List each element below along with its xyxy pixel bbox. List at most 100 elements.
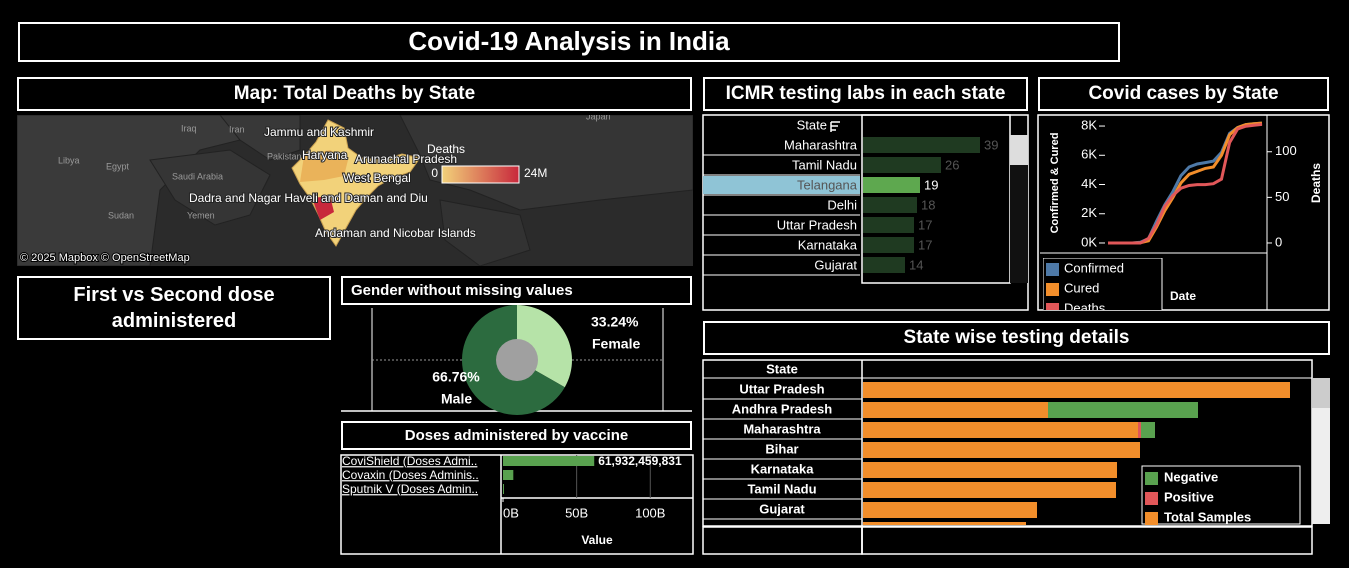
y-tick-label: 8K: [1081, 117, 1097, 132]
value-label: 17: [918, 237, 932, 252]
x-axis-title: Date: [1170, 289, 1196, 303]
slice-label: Male: [441, 391, 472, 407]
state-label: West Bengal: [343, 171, 411, 185]
map-legend-gradient: [441, 165, 520, 184]
bar-segment: [863, 482, 1116, 498]
bar-segment: [1138, 422, 1141, 438]
bar: [863, 137, 980, 153]
legend-swatch: [1046, 283, 1059, 296]
value-label: 18: [921, 197, 935, 212]
scrollbar: [1010, 135, 1028, 283]
row-label: Karnataka: [798, 237, 858, 252]
x-tick-label: 100B: [635, 505, 665, 520]
row-label: Maharashtra: [743, 421, 821, 436]
bar-segment: [863, 502, 1037, 518]
bar-segment: [863, 422, 1138, 438]
row-label: Karnataka: [751, 461, 815, 476]
legend-label: Deaths: [1064, 300, 1106, 315]
country-label: Iraq: [181, 123, 197, 133]
legend-swatch: [1046, 263, 1059, 276]
panel-border: [340, 454, 694, 555]
legend-label: Total Samples: [1164, 509, 1251, 524]
state-label: Jammu and Kashmir: [264, 125, 374, 139]
y2-axis-title: Deaths: [1309, 163, 1323, 203]
y-tick-label: 6K: [1081, 147, 1097, 162]
row-label: Gujarat: [814, 257, 857, 272]
slice-label: Female: [592, 336, 640, 352]
map: Japan Iraq Iran Jammu and Kashmir Pakistan Ha…: [17, 115, 693, 266]
map-legend-max: 24M: [524, 166, 547, 180]
series-line: [1108, 122, 1263, 245]
donut-hole: [496, 339, 538, 381]
x-tick-label: 0B: [503, 505, 519, 520]
y-tick-label: 2K: [1081, 205, 1097, 220]
value-label: 33.24%: [591, 314, 639, 330]
legend-swatch: [1145, 512, 1158, 525]
row-label: Sputnik V (Doses Admin..: [342, 482, 478, 496]
scrollbar-thumb: [1312, 378, 1330, 408]
country-label: Pakistan: [267, 151, 302, 161]
map-title: Map: Total Deaths by State: [17, 77, 692, 111]
bar: [503, 456, 595, 466]
column-header: State: [797, 117, 827, 132]
legend-label: Positive: [1164, 489, 1214, 504]
map-land: [219, 115, 301, 161]
legend-swatch: [1046, 303, 1059, 310]
bar-segment: [863, 522, 1026, 525]
column-header: State: [766, 361, 798, 376]
selected-row: [703, 176, 860, 194]
row-label: Covaxin (Doses Adminis..: [342, 468, 479, 482]
country-label: Yemen: [187, 210, 215, 220]
value-label: 61,932,459,831: [598, 454, 682, 468]
map-attribution: © 2025 Mapbox © OpenStreetMap: [20, 252, 190, 264]
bar: [863, 177, 920, 193]
row-label: Uttar Pradesh: [777, 217, 857, 232]
state-label: Dadra and Nagar Haveli and Daman and Diu: [189, 191, 428, 205]
legend-label: Cured: [1064, 280, 1099, 295]
india-region: [300, 150, 348, 182]
bar-segment: [863, 462, 1117, 478]
sort-icon: [830, 121, 840, 132]
row-label: Tamil Nadu: [792, 157, 857, 172]
bar: [503, 470, 514, 480]
row-label: Telangana: [797, 177, 858, 192]
bar-segment: [863, 402, 1048, 418]
country-label: Iran: [229, 124, 245, 134]
scrollbar: [1312, 378, 1330, 524]
panel-border: [1037, 114, 1330, 311]
vaccine-title: Doses administered by vaccine: [341, 421, 692, 450]
series-line: [1108, 121, 1263, 245]
bar: [503, 484, 504, 494]
row-label: Bihar: [765, 441, 798, 456]
value-label: 19: [924, 177, 938, 192]
legend: Confirmed Cured Deaths: [1043, 258, 1163, 315]
bar-segment: [1048, 402, 1198, 418]
row-label: Gujarat: [759, 501, 805, 516]
row-label: Andhra Pradesh: [732, 401, 832, 416]
cases-title: Covid cases by State: [1038, 77, 1329, 111]
map-legend-min: 0: [431, 166, 438, 180]
testing-rows: Uttar Pradesh Andhra Pradesh Maharashtra Bi…: [703, 381, 1290, 525]
country-label: Saudi Arabia: [172, 171, 223, 181]
y-axis-title: Confirmed & Cured: [1049, 133, 1061, 234]
state-label: Haryana: [302, 148, 348, 162]
legend-box: [1141, 465, 1301, 525]
dose-title: First vs Second dose administered: [17, 276, 331, 340]
bar: [863, 197, 917, 213]
legend-label: Negative: [1164, 469, 1218, 484]
series-line: [1108, 121, 1263, 245]
row-label: CoviShield (Doses Admi..: [342, 454, 477, 468]
y-tick-label: 0K: [1081, 234, 1097, 249]
country-label: Egypt: [106, 161, 130, 171]
bar-segment: [863, 382, 1290, 398]
x-axis-title: Value: [581, 533, 613, 547]
india-region-high: [312, 196, 334, 220]
panel-border: [702, 526, 863, 555]
y2-tick-label: 100: [1275, 143, 1297, 158]
bar: [863, 157, 941, 173]
value-label: 14: [909, 257, 923, 272]
legend-swatch: [1145, 492, 1158, 505]
testing-title: State wise testing details: [703, 321, 1330, 355]
bar: [863, 257, 905, 273]
